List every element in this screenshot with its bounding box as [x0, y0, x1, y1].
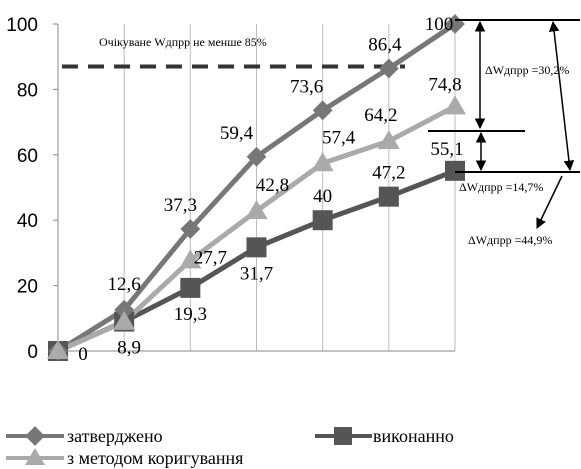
delta-pointer	[536, 175, 563, 229]
point-corrected-2	[179, 249, 202, 269]
y-tick-label-0: 0	[27, 342, 38, 363]
legend-marker-corrected	[25, 448, 45, 465]
y-tick-label-1: 20	[17, 277, 38, 298]
legend-item-executed: виконанно	[315, 426, 454, 446]
label-corrected-2: 27,7	[194, 247, 227, 268]
point-approved-4	[312, 100, 333, 121]
delta-label-1: ΔWдпрр =30,2%	[485, 63, 569, 77]
label-executed-4: 40	[313, 186, 332, 207]
point-corrected-6	[444, 95, 466, 115]
point-executed-6	[445, 160, 465, 181]
label-corrected-4: 57,4	[322, 127, 356, 148]
point-executed-5	[378, 186, 399, 207]
data-labels: 0 12,6 37,3 59,4 73,6 86,4 100 8,9 19,3 31,7 40 47,…	[78, 14, 463, 365]
point-executed-2	[180, 277, 201, 298]
legend-label-executed: виконанно	[373, 426, 454, 446]
point-approved-1	[114, 299, 135, 320]
legend: затверджено виконанно з методом коригува…	[6, 426, 454, 468]
label-corrected-6: 74,8	[428, 74, 461, 95]
label-executed-2: 19,3	[174, 304, 207, 325]
label-executed-5: 47,2	[372, 163, 405, 184]
y-tick-label-3: 60	[17, 146, 38, 167]
y-tick-label-2: 40	[17, 211, 38, 232]
legend-marker-approved	[25, 426, 45, 446]
label-approved-2: 37,3	[164, 195, 197, 216]
label-approved-5: 86,4	[368, 34, 402, 55]
legend-label-corrected: з методом коригування	[67, 448, 243, 468]
point-approved-2	[180, 219, 201, 239]
legend-item-corrected: з методом коригування	[6, 448, 243, 468]
point-corrected-5	[377, 130, 400, 150]
label-approved-0: 0	[78, 344, 88, 365]
label-executed-1: 8,9	[117, 338, 141, 359]
point-corrected-1	[113, 310, 136, 330]
delta-label-3: ΔWдпрр =44,9%	[468, 233, 552, 247]
point-corrected-0	[47, 340, 69, 359]
delta-label-2: ΔWдпрр =14,7%	[459, 180, 543, 194]
label-corrected-3: 42,8	[256, 175, 289, 196]
legend-label-approved: затверджено	[67, 426, 163, 446]
label-executed-6: 55,1	[430, 139, 463, 160]
target-label: Очікуване Wдпрр не менше 85%	[99, 35, 267, 49]
label-approved-4: 73,6	[290, 76, 323, 97]
label-corrected-5: 64,2	[364, 105, 397, 126]
point-corrected-3	[245, 200, 268, 220]
label-executed-3: 31,7	[240, 263, 273, 284]
point-approved-3	[246, 146, 267, 167]
y-tick-label-5: 100	[6, 15, 38, 36]
point-executed-4	[312, 210, 333, 231]
point-approved-5	[378, 58, 399, 79]
label-approved-1: 12,6	[108, 274, 141, 295]
point-corrected-4	[311, 152, 334, 172]
label-approved-6: 100	[425, 14, 454, 35]
series-layer	[47, 14, 466, 361]
legend-marker-executed	[334, 427, 352, 445]
delta-arrow-3	[548, 20, 575, 172]
y-tick-labels: 0 20 40 60 80 100	[6, 15, 38, 363]
legend-item-approved: затверджено	[6, 426, 163, 446]
axes	[53, 23, 455, 352]
y-tick-label-4: 80	[17, 80, 38, 101]
point-executed-3	[246, 237, 267, 258]
label-approved-3: 59,4	[220, 123, 254, 144]
delta-annotations: ΔWдпрр =30,2% ΔWдпрр =14,7% ΔWдпрр =44,9…	[428, 19, 580, 247]
